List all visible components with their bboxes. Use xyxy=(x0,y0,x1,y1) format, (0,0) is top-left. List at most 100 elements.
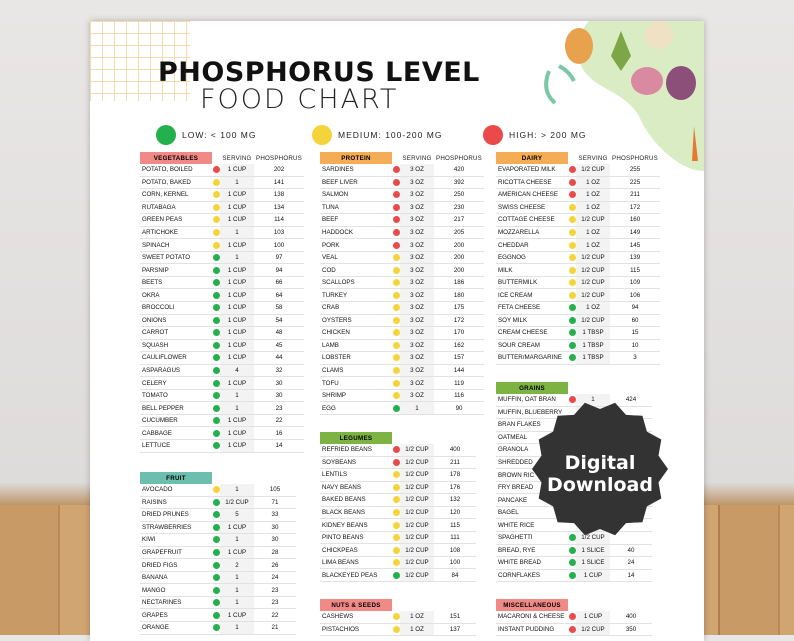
low-level-dot-icon xyxy=(212,511,220,519)
serving-size: 1 TBSP xyxy=(576,339,610,353)
low-level-dot-icon xyxy=(212,354,220,362)
food-name: LAMB xyxy=(320,339,392,353)
phosphorus-mg: 120 xyxy=(434,506,476,520)
chart-subtitle: FOOD CHART xyxy=(200,84,399,115)
serving-size: 3 OZ xyxy=(400,188,434,202)
phosphorus-mg: 30 xyxy=(254,389,305,403)
table-row: BUTTER/MARGARINE 1 TBSP 3 xyxy=(496,351,661,365)
food-name: LENTILS xyxy=(320,468,392,482)
phosphorus-mg: 3 xyxy=(610,351,661,365)
phosphorus-mg: 178 xyxy=(434,468,476,482)
level-indicator xyxy=(212,276,220,290)
food-name: BELL PEPPER xyxy=(140,401,212,415)
table-row: DRIED FIGS 2 26 xyxy=(140,558,296,572)
medium-level-dot-icon xyxy=(568,229,576,236)
low-level-dot-icon xyxy=(212,549,220,556)
table-row: MILK 1/2 CUP 115 xyxy=(496,263,661,277)
high-level-dot-icon xyxy=(568,178,576,186)
legend: LOW: < 100 MG MEDIUM: 100-200 MG HIGH: >… xyxy=(156,125,676,149)
phosphorus-mg: 90 xyxy=(434,401,485,415)
table-row: CHEDDAR 1 OZ 145 xyxy=(496,238,661,252)
serving-size: 3 OZ xyxy=(400,326,434,340)
low-level-dot-icon xyxy=(568,354,576,362)
phosphorus-mg: 134 xyxy=(254,201,305,215)
phosphorus-mg: 21 xyxy=(254,621,296,635)
column-header xyxy=(392,599,400,611)
green-dot-icon xyxy=(156,125,176,145)
high-level-dot-icon xyxy=(392,446,400,454)
table-row: ARTICHOKE 1 103 xyxy=(140,226,305,240)
legend-medium: MEDIUM: 100-200 MG xyxy=(312,125,442,145)
serving-size: 3 OZ xyxy=(400,226,434,240)
level-indicator xyxy=(212,621,220,635)
food-name: GRAPES xyxy=(140,608,212,622)
high-level-dot-icon xyxy=(568,191,576,199)
low-level-dot-icon xyxy=(212,316,220,324)
level-indicator xyxy=(568,288,576,302)
table-row: LIMA BEANS 1/2 CUP 100 xyxy=(320,556,476,570)
column-header xyxy=(400,599,434,611)
table-row: AMERICAN CHEESE 1 OZ 211 xyxy=(496,188,661,202)
phosphorus-mg: 94 xyxy=(610,301,661,315)
serving-size: 1 CUP xyxy=(220,546,254,560)
food-name: MUFFIN, BLUEBERRY xyxy=(496,406,568,420)
table-row: POTATO, BAKED 1 141 xyxy=(140,176,305,190)
food-name: TUNA xyxy=(320,201,392,215)
level-indicator xyxy=(392,164,400,177)
phosphorus-mg: 137 xyxy=(434,623,476,637)
food-name: POTATO, BOILED xyxy=(140,164,212,177)
food-name: CASHEWS xyxy=(320,611,392,624)
table-row: BLACKEYED PEAS 1/2 CUP 84 xyxy=(320,568,476,582)
table-row: GRAPEFRUIT 1 CUP 28 xyxy=(140,546,296,560)
serving-size: 1 CUP xyxy=(220,188,254,202)
medium-level-dot-icon xyxy=(392,496,400,504)
level-indicator xyxy=(568,544,576,558)
phosphorus-mg: 111 xyxy=(434,531,476,545)
phosphorus-mg: 58 xyxy=(254,301,305,315)
level-indicator xyxy=(568,394,576,407)
phosphorus-mg: 108 xyxy=(434,543,476,557)
food-name: ONIONS xyxy=(140,314,212,328)
protein-header: PROTEIN xyxy=(320,152,392,164)
serving-size: 1 OZ xyxy=(576,238,610,252)
serving-size: 1 CUP xyxy=(220,201,254,215)
low-level-dot-icon xyxy=(568,304,576,312)
serving-size: 1/2 CUP xyxy=(400,568,434,582)
phosphorus-mg: 176 xyxy=(434,481,476,495)
serving-size: 1/2 CUP xyxy=(220,496,254,510)
phosphorus-mg: 200 xyxy=(434,263,485,277)
food-name: BROCCOLI xyxy=(140,301,212,315)
nuts-table: NUTS & SEEDS CASHEWS 1 OZ 151 PISTACHIOS 1 OZ… xyxy=(320,599,476,637)
low-level-dot-icon xyxy=(212,611,220,619)
phosphorus-mg: 139 xyxy=(610,251,661,265)
food-name: SALMON xyxy=(320,188,392,202)
level-indicator xyxy=(392,493,400,507)
low-level-dot-icon xyxy=(568,534,576,542)
table-row: INSTANT PUDDING 1/2 CUP 350 xyxy=(496,623,652,637)
food-name: CHICKEN xyxy=(320,326,392,340)
column-header: PHOSPHORUS xyxy=(436,154,483,162)
low-level-dot-icon xyxy=(212,291,220,299)
food-name: ARTICHOKE xyxy=(140,226,212,240)
column-header xyxy=(254,472,296,484)
low-level-dot-icon xyxy=(568,341,576,349)
serving-size: 1 CUP xyxy=(220,326,254,340)
level-indicator xyxy=(392,568,400,582)
food-name: CELERY xyxy=(140,376,212,390)
phosphorus-mg: 22 xyxy=(254,414,305,428)
serving-size: 1 CUP xyxy=(220,521,254,535)
high-level-dot-icon xyxy=(568,166,576,174)
misc-table: MISCELLANEOUS MACARONI & CHEESE 1 CUP 400 IN… xyxy=(496,599,652,637)
level-indicator xyxy=(392,531,400,545)
serving-size: 3 OZ xyxy=(400,288,434,302)
serving-size: 1 OZ xyxy=(400,611,434,624)
level-indicator xyxy=(212,496,220,510)
serving-size: 1 CUP xyxy=(220,314,254,328)
serving-size: 1 CUP xyxy=(220,301,254,315)
food-name: LOBSTER xyxy=(320,351,392,365)
serving-size: 1/2 CUP xyxy=(576,623,610,637)
level-indicator xyxy=(212,558,220,572)
column-header: PHOSPHORUS xyxy=(612,154,659,162)
medium-level-dot-icon xyxy=(392,254,400,262)
column-header: PHOSPHORUS xyxy=(256,154,303,162)
